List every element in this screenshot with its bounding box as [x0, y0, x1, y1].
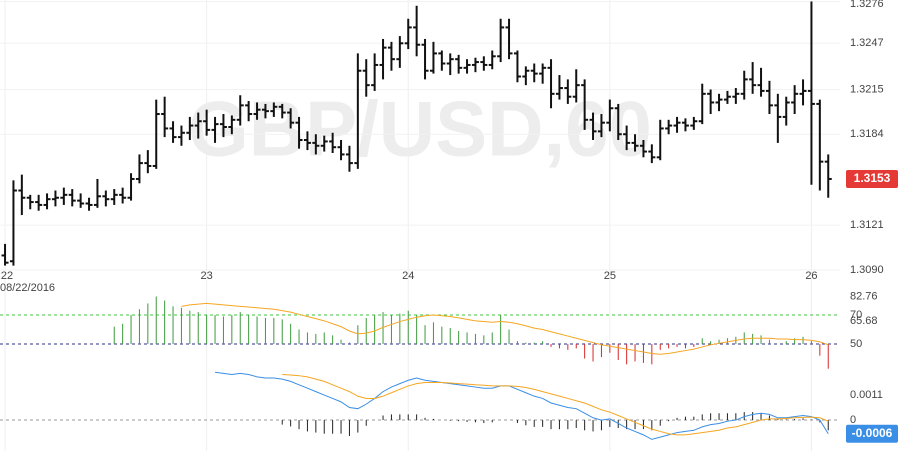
y-tick-label: 1.3121 — [850, 219, 884, 231]
y-tick-label: 65.68 — [850, 315, 878, 327]
x-tick-label: 26 — [805, 270, 817, 282]
y-tick-label: 82.76 — [850, 290, 878, 302]
y-tick-label: 50 — [850, 338, 862, 350]
indicator-line — [282, 374, 829, 436]
indicator-line — [181, 302, 829, 355]
y-tick-label: 1.3215 — [850, 83, 884, 95]
current-value-box — [846, 424, 898, 443]
y-tick-label: 1.3276 — [850, 0, 884, 10]
current-price-box — [846, 169, 898, 188]
indicator-line — [214, 371, 829, 440]
y-tick-label: 0 — [850, 414, 856, 426]
watermark: GBP/USD,60 — [188, 85, 652, 173]
x-tick-label: 23 — [201, 270, 213, 282]
x-tick-label: 25 — [604, 270, 616, 282]
y-tick-label: 70 — [850, 309, 862, 321]
current-price-label: 1.3153 — [854, 171, 891, 185]
date-label: 08/22/2016 — [0, 282, 55, 294]
y-tick-label: 1.3090 — [850, 264, 884, 276]
y-tick-label: 1.3184 — [850, 128, 884, 140]
x-tick-label: 22 — [1, 270, 13, 282]
current-value-label: -0.0006 — [852, 426, 893, 440]
y-tick-label: 1.3247 — [850, 37, 884, 49]
y-tick-label: 0.0011 — [850, 389, 883, 401]
x-tick-label: 24 — [402, 270, 414, 282]
